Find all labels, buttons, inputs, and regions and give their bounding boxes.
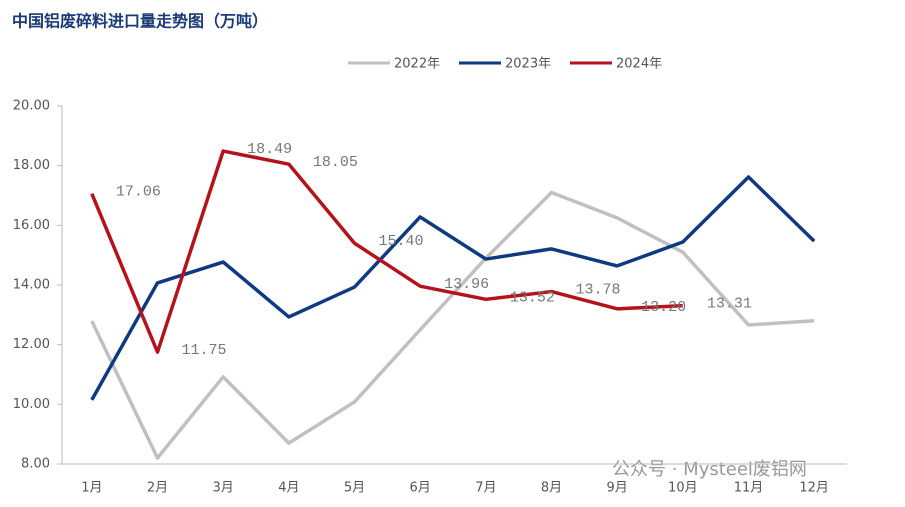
x-tick-label: 6月 (410, 481, 431, 496)
value-label: 15.40 (379, 233, 424, 250)
x-tick-label: 2月 (147, 481, 168, 496)
series-line (90, 190, 815, 460)
legend-label: 2024年 (616, 57, 662, 72)
x-tick-label: 10月 (668, 481, 698, 496)
value-label: 13.20 (641, 299, 686, 316)
y-tick-label: 14.00 (13, 278, 50, 293)
x-tick-label: 4月 (278, 481, 299, 496)
value-label: 13.31 (707, 296, 752, 313)
x-tick-label: 3月 (213, 481, 234, 496)
legend-label: 2022年 (394, 57, 440, 72)
x-tick-label: 1月 (81, 481, 102, 496)
series-line (90, 175, 816, 401)
x-tick-label: 8月 (541, 481, 562, 496)
y-tick-label: 18.00 (13, 158, 50, 173)
y-tick-label: 20.00 (13, 99, 50, 114)
y-tick-label: 16.00 (13, 218, 50, 233)
y-tick-label: 12.00 (13, 337, 50, 352)
value-label: 17.06 (116, 184, 161, 201)
value-label: 18.49 (247, 141, 292, 158)
x-tick-label: 5月 (344, 481, 365, 496)
legend-label: 2023年 (505, 57, 551, 72)
value-label: 18.05 (313, 154, 358, 171)
footer: 公众号 · Mysteel废铝网 (612, 459, 807, 480)
x-tick-label: 12月 (799, 481, 829, 496)
value-label: 13.78 (576, 282, 621, 299)
value-label: 13.96 (444, 276, 489, 293)
value-label: 13.52 (510, 289, 555, 306)
x-tick-label: 9月 (607, 481, 628, 496)
x-tick-label: 7月 (475, 481, 496, 496)
y-tick-label: 10.00 (13, 397, 50, 412)
series-line (90, 149, 683, 354)
value-label: 11.75 (182, 342, 227, 359)
chart-title: 中国铝废碎料进口量走势图（万吨） (12, 12, 268, 31)
y-tick-label: 8.00 (21, 457, 50, 472)
x-tick-label: 11月 (734, 481, 764, 496)
